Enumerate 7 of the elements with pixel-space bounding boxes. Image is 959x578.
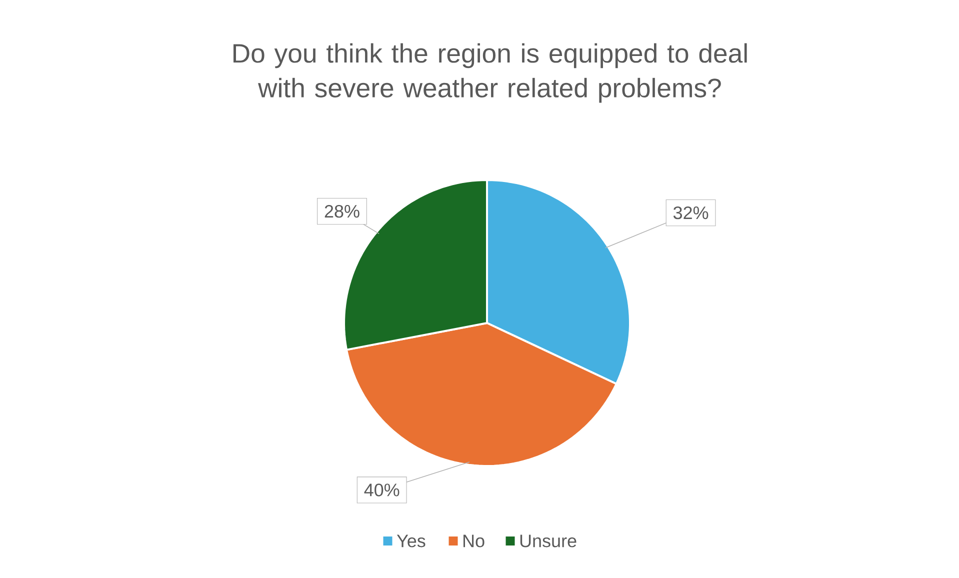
chart-title: Do you think the region is equipped to deal with severe weather related problems?	[234, 43, 747, 103]
legend-label: Unsure	[520, 534, 576, 548]
data-label: 32%	[673, 206, 708, 220]
legend-label: No	[464, 534, 484, 548]
data-label: 40%	[364, 484, 400, 496]
data-label: 28%	[324, 204, 360, 218]
legend-label: Yes	[396, 534, 426, 548]
